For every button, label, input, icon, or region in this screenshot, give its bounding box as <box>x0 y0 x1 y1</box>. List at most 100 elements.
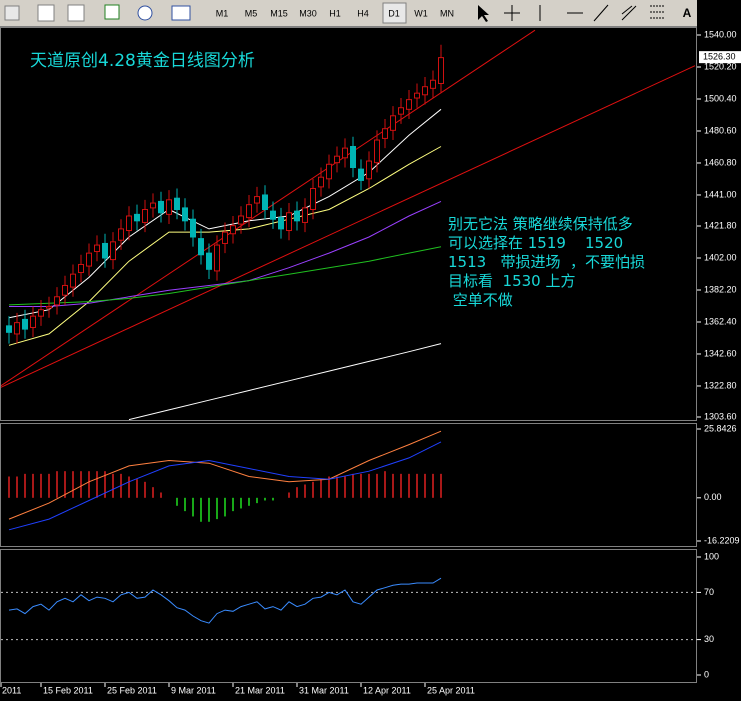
timeframe[interactable]: M5 <box>245 8 258 18</box>
candle-body <box>30 315 36 328</box>
candle-body <box>198 238 204 256</box>
line <box>1 65 696 388</box>
candle-body <box>390 115 396 131</box>
candle-body <box>134 213 140 222</box>
candle-body <box>190 218 196 238</box>
x-tick-label: 31 Mar 2011 <box>299 685 349 695</box>
pressed-button <box>382 2 407 24</box>
x-tick-label: 25 Feb 2011 <box>107 685 157 695</box>
icon-fibo[interactable] <box>650 5 664 19</box>
y-tick-label: 1421.80 <box>704 220 737 230</box>
timeframe[interactable]: MN <box>440 8 454 18</box>
frames <box>0 27 697 683</box>
y-tick-label: 1382.20 <box>704 284 737 294</box>
candle-body <box>310 188 316 211</box>
y-tick-label: 25.8426 <box>704 423 737 433</box>
last-price-box <box>699 51 741 64</box>
candle-body <box>254 196 260 204</box>
x-tick-label: 25 Apr 2011 <box>427 685 475 695</box>
y-tick-label: 100 <box>704 551 719 561</box>
icon-crosshair[interactable] <box>504 5 520 21</box>
y-tick-label: 0 <box>704 669 709 679</box>
candle-body <box>126 215 132 232</box>
timeframe[interactable]: W1 <box>414 8 428 18</box>
timeframe[interactable]: D1 <box>388 8 400 18</box>
icon-channel[interactable] <box>621 5 637 21</box>
icon-new[interactable] <box>4 5 20 21</box>
y-tick-label: 1480.60 <box>704 125 737 135</box>
y-tick-label: 1402.00 <box>704 252 737 262</box>
x-tick-label: 9 Mar 2011 <box>171 685 216 695</box>
candle-body <box>102 242 108 259</box>
line <box>8 441 442 531</box>
candle-body <box>406 99 412 110</box>
candle-body <box>94 244 100 253</box>
icon-chart-bar[interactable] <box>37 4 55 22</box>
y-tick-label: 1342.60 <box>704 348 737 358</box>
y-tick-label: 1500.40 <box>704 93 737 103</box>
candle-body <box>230 225 236 235</box>
icon-clock[interactable] <box>137 5 153 21</box>
icon-candles[interactable] <box>67 4 85 22</box>
icon-trendline[interactable] <box>593 4 609 22</box>
candle-body <box>366 160 372 180</box>
candle-body <box>382 128 388 139</box>
candle-body <box>62 284 68 296</box>
candle-body <box>374 139 380 164</box>
timeframe[interactable]: H4 <box>357 8 369 18</box>
chart-title: 天道原创4.28黄金日线图分析 <box>30 51 255 71</box>
candle-body <box>214 244 220 272</box>
timeframe[interactable]: M30 <box>299 8 317 18</box>
timeframe[interactable]: M15 <box>270 8 288 18</box>
line <box>8 430 442 520</box>
candle-body <box>262 194 268 211</box>
candle-body <box>206 252 212 270</box>
y-tick-label: 30 <box>704 634 714 644</box>
x-tick-label: 21 Mar 2011 <box>235 685 285 695</box>
candle-body <box>174 197 180 211</box>
icon-add[interactable] <box>104 4 120 20</box>
line <box>8 146 442 346</box>
rsi-line <box>8 577 442 624</box>
x-tick-label: 2011 <box>2 685 21 695</box>
y-tick-label: 70 <box>704 587 714 597</box>
x-tick-label: 15 Feb 2011 <box>43 685 93 695</box>
macd-frame <box>0 423 697 547</box>
candle-body <box>334 155 340 164</box>
y-tick-label: 1540.00 <box>704 29 737 39</box>
annotation: 别无它法 策略继续保持低多 <box>448 215 633 233</box>
last-price-label: 1526.30 <box>703 52 736 62</box>
line <box>8 246 442 306</box>
y-tick-label: 1460.80 <box>704 157 737 167</box>
candle-body <box>238 215 244 225</box>
candle-body <box>350 145 356 169</box>
candle-body <box>110 241 116 261</box>
timeframe[interactable]: M1 <box>216 8 229 18</box>
candle-body <box>54 296 60 306</box>
icon-cursor[interactable] <box>478 5 489 22</box>
candle-body <box>286 212 292 232</box>
y-tick-label: 1520.20 <box>704 61 737 71</box>
candle-body <box>166 199 172 215</box>
candle-body <box>294 210 300 222</box>
rsi-frame <box>0 549 697 683</box>
candle-body <box>78 263 84 274</box>
y-tick-label: 1322.80 <box>704 380 737 390</box>
y-tick-label: 0.00 <box>704 492 722 502</box>
candle-body <box>270 210 276 220</box>
candle-body <box>278 217 284 230</box>
candle-body <box>158 200 164 214</box>
timeframe[interactable]: H1 <box>329 8 341 18</box>
y-tick-label: 1441.00 <box>704 189 737 199</box>
text-tool[interactable]: A <box>683 6 692 20</box>
candle-body <box>182 207 188 222</box>
candle-body <box>118 228 124 241</box>
annotation: 目标看 1530 上方 <box>448 272 575 290</box>
candle-body <box>398 107 404 115</box>
candle-body <box>358 168 364 181</box>
annotation: 可以选择在 1519 1520 <box>448 234 623 252</box>
y-tick-label: -16.2209 <box>704 535 740 545</box>
icon-template[interactable] <box>171 5 191 21</box>
